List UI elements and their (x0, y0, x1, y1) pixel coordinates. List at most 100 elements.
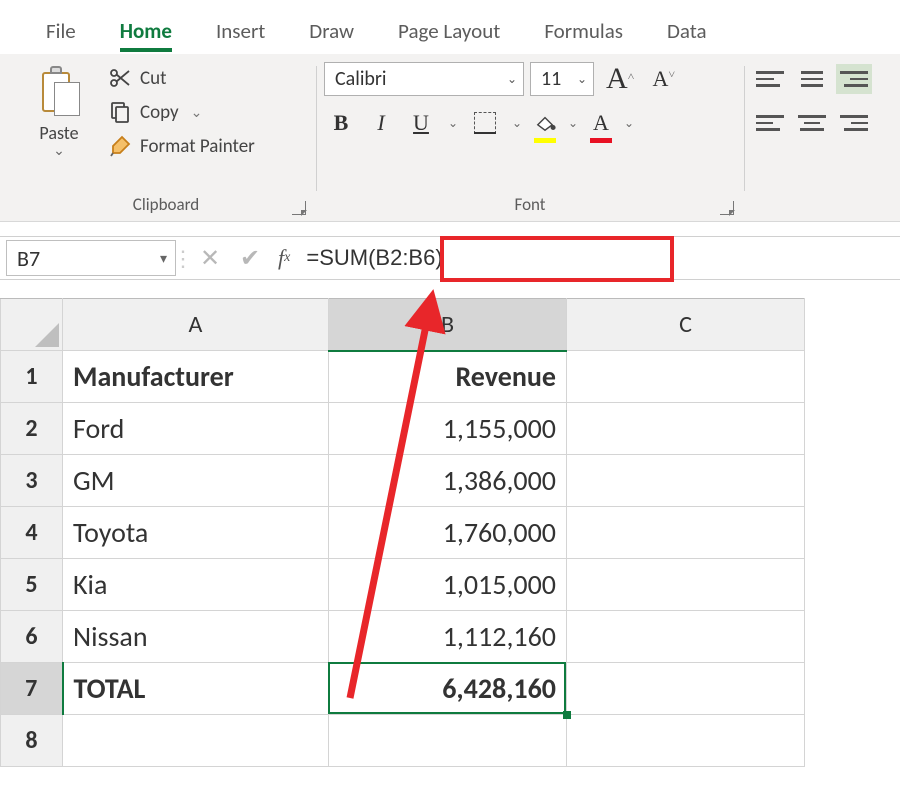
tab-file[interactable]: File (24, 10, 98, 54)
worksheet: A B C 1ManufacturerRevenue 2Ford1,155,000… (0, 298, 900, 767)
align-middle-button[interactable] (794, 64, 830, 94)
insert-function-button[interactable]: fx (270, 237, 298, 279)
formula-input[interactable] (298, 237, 900, 279)
align-center-button[interactable] (794, 108, 830, 138)
group-label-alignment (752, 213, 872, 219)
cell-B3[interactable]: 1,386,000 (329, 455, 567, 507)
col-header-A[interactable]: A (63, 299, 329, 351)
dialog-launcher-icon[interactable] (720, 201, 734, 215)
chevron-down-icon[interactable]: ⌄ (569, 72, 587, 87)
chevron-down-icon[interactable]: ⌄ (187, 104, 203, 121)
tab-data[interactable]: Data (645, 10, 729, 54)
row-header[interactable]: 3 (1, 455, 63, 507)
group-label-clipboard: Clipboard (24, 192, 308, 219)
cell-A6[interactable]: Nissan (63, 611, 329, 663)
group-alignment (744, 60, 880, 219)
tab-page-layout[interactable]: Page Layout (376, 10, 522, 54)
table-row: 3GM1,386,000 (1, 455, 805, 507)
align-top-button[interactable] (752, 64, 788, 94)
name-box[interactable]: B7 ▾ (6, 240, 176, 276)
chevron-down-icon[interactable]: ▾ (160, 250, 167, 267)
group-label-font: Font (324, 192, 736, 219)
cell-C7[interactable] (567, 663, 805, 715)
cell-B2[interactable]: 1,155,000 (329, 403, 567, 455)
fill-color-button[interactable] (532, 106, 558, 140)
col-header-C[interactable]: C (567, 299, 805, 351)
grid-table[interactable]: A B C 1ManufacturerRevenue 2Ford1,155,000… (0, 298, 805, 767)
cut-label: Cut (140, 67, 166, 90)
ribbon: Paste ⌄ Cut Copy ⌄ (0, 54, 900, 222)
row-header[interactable]: 6 (1, 611, 63, 663)
dialog-launcher-icon[interactable] (292, 201, 306, 215)
align-right-button[interactable] (836, 108, 872, 138)
row-header[interactable]: 1 (1, 351, 63, 403)
borders-button[interactable] (468, 106, 502, 140)
copy-label: Copy (140, 101, 179, 124)
cell-A1[interactable]: Manufacturer (63, 351, 329, 403)
cell-B1[interactable]: Revenue (329, 351, 567, 403)
cell-C6[interactable] (567, 611, 805, 663)
tab-home[interactable]: Home (98, 10, 194, 54)
select-all-corner[interactable] (1, 299, 63, 351)
cancel-button[interactable]: ✕ (190, 237, 230, 279)
font-color-button[interactable]: A (588, 106, 614, 140)
cell-A8[interactable] (63, 715, 329, 767)
cell-C5[interactable] (567, 559, 805, 611)
cell-C1[interactable] (567, 351, 805, 403)
check-icon: ✔ (240, 244, 260, 273)
tab-formulas[interactable]: Formulas (522, 10, 645, 54)
paste-button[interactable]: Paste ⌄ (24, 60, 94, 159)
increase-font-button[interactable]: A˄ (600, 62, 640, 96)
row-header[interactable]: 2 (1, 403, 63, 455)
cell-B4[interactable]: 1,760,000 (329, 507, 567, 559)
copy-button[interactable]: Copy ⌄ (104, 98, 259, 126)
cell-B7[interactable]: 6,428,160 (329, 663, 567, 715)
name-box-value: B7 (17, 245, 40, 272)
font-name-combo[interactable]: Calibri ⌄ (324, 62, 524, 96)
scissors-icon (108, 66, 132, 90)
chevron-down-icon[interactable]: ⌄ (444, 106, 462, 140)
row-header[interactable]: 5 (1, 559, 63, 611)
cell-C3[interactable] (567, 455, 805, 507)
font-name-value: Calibri (335, 67, 387, 91)
cut-button[interactable]: Cut (104, 64, 259, 92)
paste-icon (36, 64, 82, 120)
col-header-B[interactable]: B (329, 299, 567, 351)
enter-button[interactable]: ✔ (230, 237, 270, 279)
cell-A7[interactable]: TOTAL (63, 663, 329, 715)
cell-B8[interactable] (329, 715, 567, 767)
x-icon: ✕ (200, 244, 220, 273)
align-left-button[interactable] (752, 108, 788, 138)
align-bottom-button[interactable] (836, 64, 872, 94)
cell-B5[interactable]: 1,015,000 (329, 559, 567, 611)
cell-B6[interactable]: 1,112,160 (329, 611, 567, 663)
tab-insert[interactable]: Insert (194, 10, 287, 54)
chevron-down-icon[interactable]: ⌄ (508, 106, 526, 140)
cell-C4[interactable] (567, 507, 805, 559)
format-painter-button[interactable]: Format Painter (104, 132, 259, 160)
italic-button[interactable]: I (364, 106, 398, 140)
chevron-down-icon[interactable]: ⌄ (564, 106, 582, 140)
cell-A2[interactable]: Ford (63, 403, 329, 455)
row-header[interactable]: 4 (1, 507, 63, 559)
tab-draw[interactable]: Draw (287, 10, 376, 54)
bold-button[interactable]: B (324, 106, 358, 140)
cell-A4[interactable]: Toyota (63, 507, 329, 559)
cell-A5[interactable]: Kia (63, 559, 329, 611)
chevron-down-icon[interactable]: ⌄ (499, 72, 517, 87)
font-size-combo[interactable]: 11 ⌄ (530, 62, 594, 96)
chevron-down-icon[interactable]: ⌄ (53, 142, 65, 159)
cell-A3[interactable]: GM (63, 455, 329, 507)
copy-icon (108, 100, 132, 124)
chevron-down-icon[interactable]: ⌄ (620, 106, 638, 140)
fill-handle[interactable] (563, 711, 571, 719)
decrease-font-button[interactable]: A˅ (646, 66, 681, 92)
row-header[interactable]: 7 (1, 663, 63, 715)
row-header[interactable]: 8 (1, 715, 63, 767)
separator: ⋮ (176, 237, 190, 279)
cell-C2[interactable] (567, 403, 805, 455)
underline-button[interactable]: U (404, 106, 438, 140)
bucket-icon (534, 114, 556, 132)
cell-C8[interactable] (567, 715, 805, 767)
group-font: Calibri ⌄ 11 ⌄ A˄ A˅ B I U ⌄ ⌄ (316, 60, 744, 219)
